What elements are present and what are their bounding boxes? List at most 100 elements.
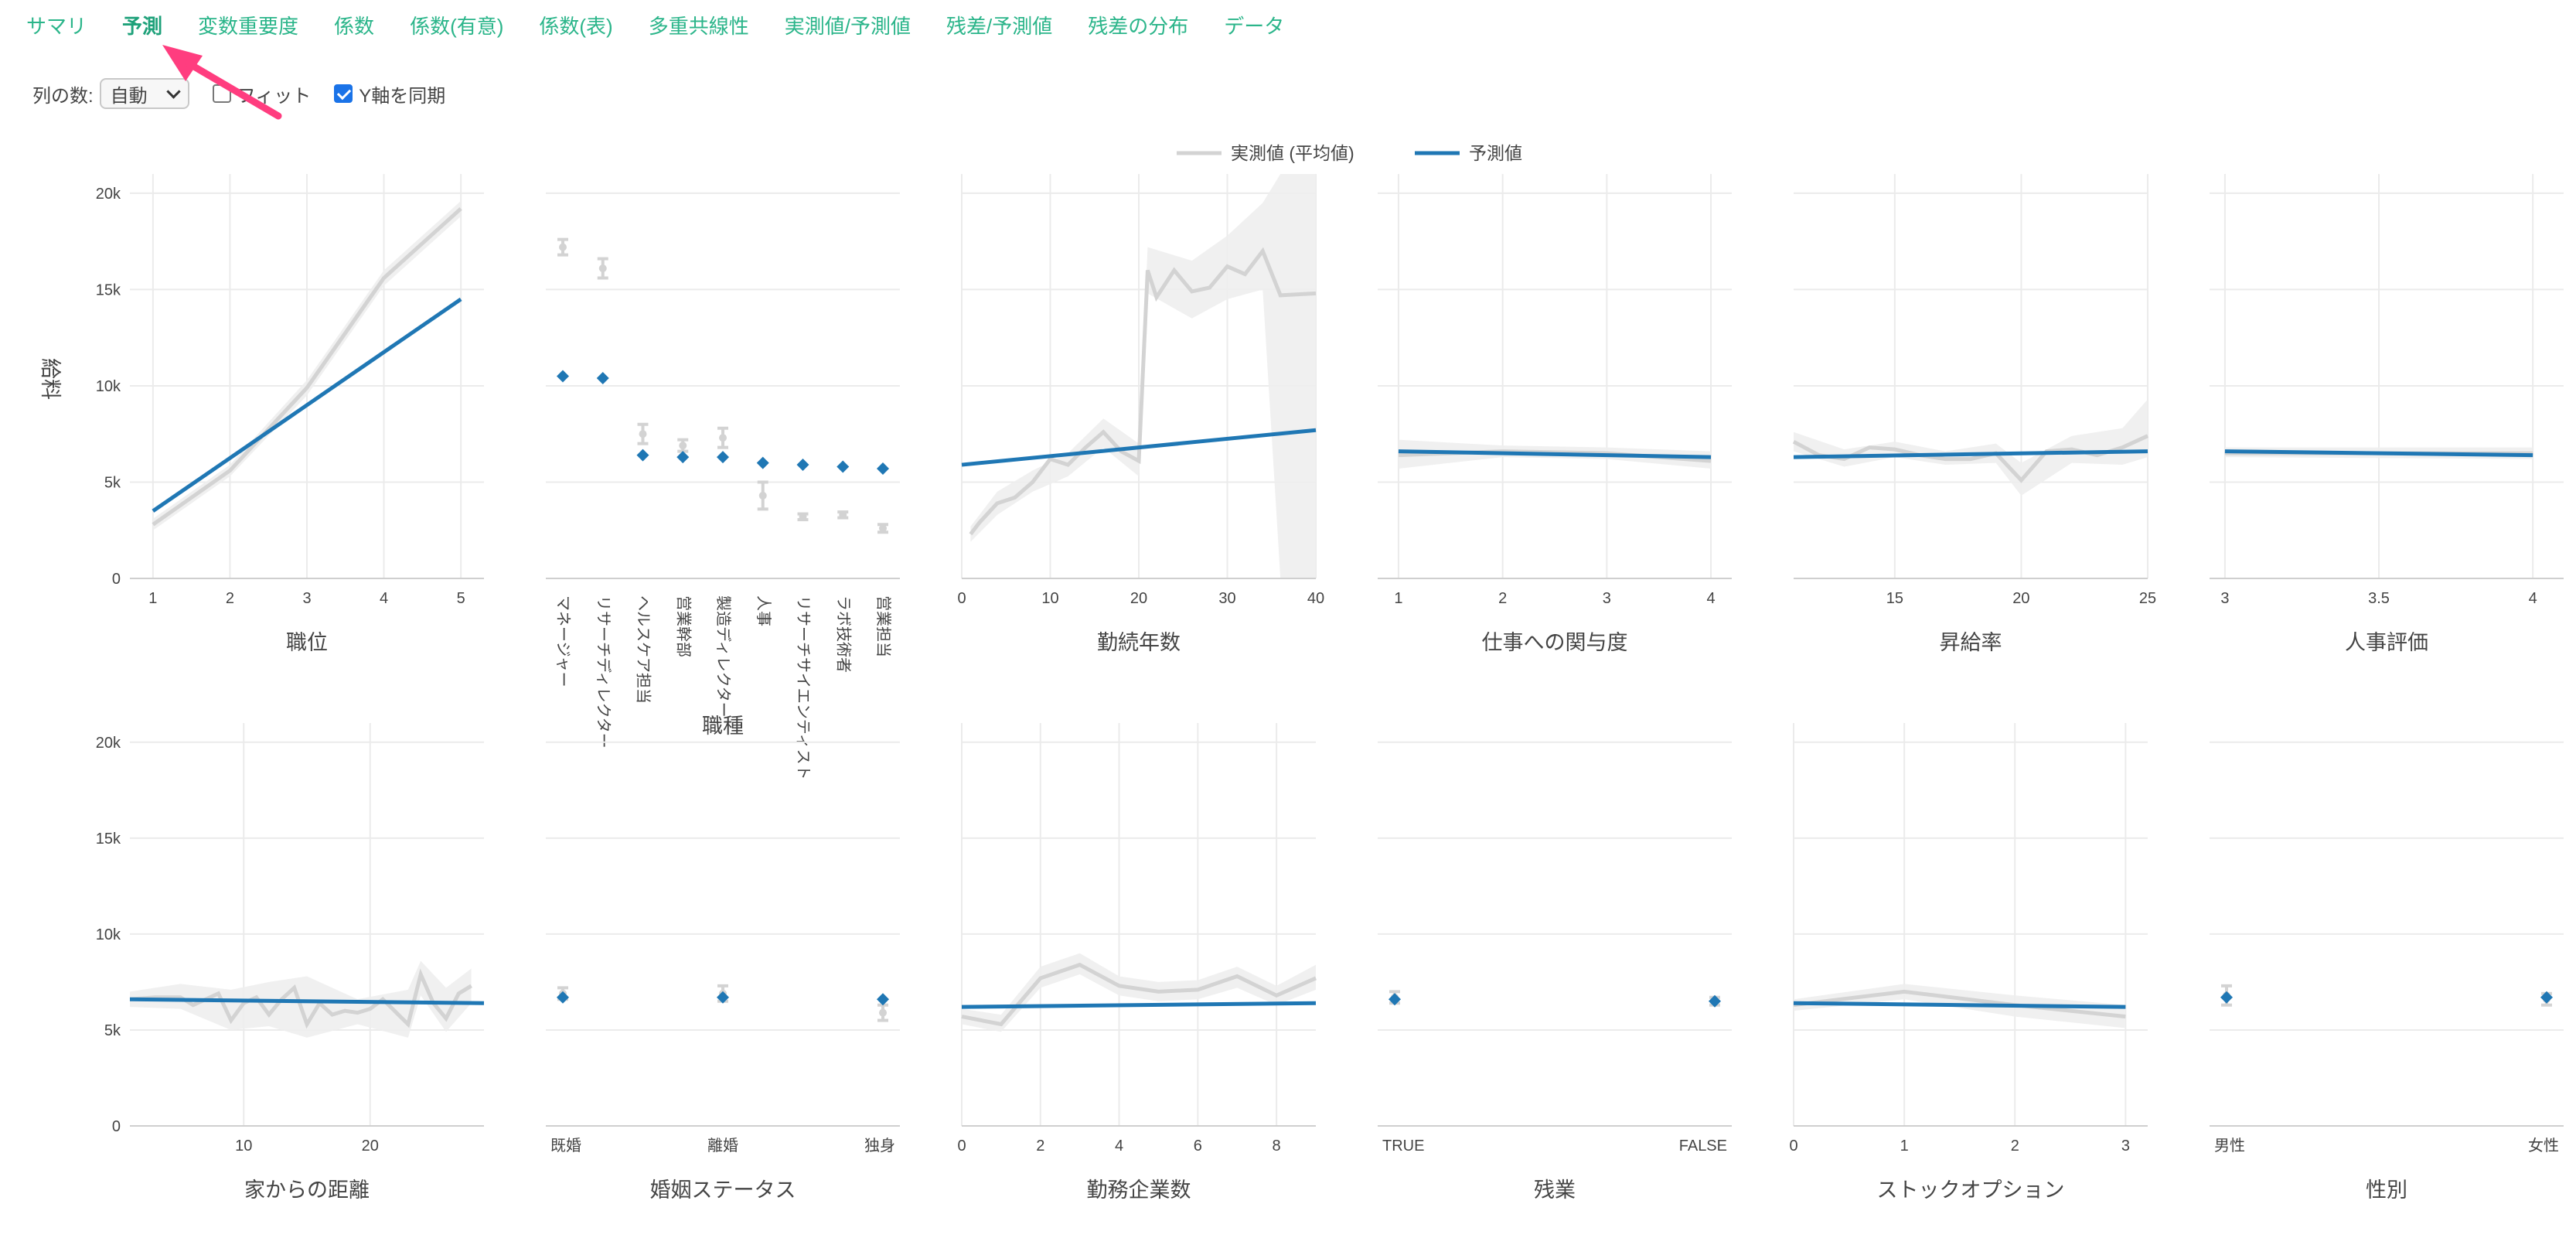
x-tick-label: 4 — [1115, 1138, 1123, 1155]
panel-title: 家からの距離 — [244, 1178, 370, 1202]
x-tick-label: 0 — [957, 590, 966, 607]
x-tick-label: 2 — [1498, 590, 1507, 607]
x-tick-label: 20 — [1130, 590, 1147, 607]
predicted-point — [1389, 993, 1401, 1006]
panel-title: 残業 — [1534, 1178, 1576, 1202]
tab-prediction[interactable]: 予測 — [122, 15, 163, 38]
panel-title: 勤続年数 — [1097, 631, 1181, 654]
confidence-band — [1794, 399, 2148, 496]
x-tick-label: 1 — [148, 590, 157, 607]
actual-point — [679, 442, 687, 450]
predicted-point — [676, 451, 690, 464]
predicted-point — [756, 456, 769, 469]
x-tick-label: 1 — [1394, 590, 1402, 607]
x-tick-label: 5 — [457, 590, 465, 607]
x-tick-label: 4 — [1706, 590, 1715, 607]
predicted-point — [2540, 991, 2553, 1004]
legend-actual-label: 実測値 (平均値) — [1231, 143, 1354, 163]
x-tick-label: 製造ディレクター — [714, 595, 732, 718]
y-tick-label: 20k — [96, 735, 121, 752]
x-tick-label: 40 — [1307, 590, 1324, 607]
x-tick-label: 30 — [1218, 590, 1235, 607]
x-tick-label: 20 — [362, 1138, 379, 1155]
y-tick-label: 15k — [96, 281, 121, 298]
sync-y-label: Y軸を同期 — [359, 85, 446, 107]
x-tick-label: FALSE — [1679, 1138, 1727, 1155]
predicted-line — [1793, 449, 2148, 459]
predicted-line — [152, 297, 462, 513]
tab-data[interactable]: データ — [1224, 15, 1285, 38]
arrow-shaft — [185, 60, 282, 120]
predicted-point — [2220, 991, 2233, 1004]
panel-title: ストックオプション — [1877, 1178, 2065, 1202]
sync-y-checkbox[interactable] — [334, 84, 353, 103]
tab-residual-distribution[interactable]: 残差の分布 — [1088, 15, 1189, 38]
panel-title: 職位 — [286, 631, 328, 654]
annotation-arrow — [162, 45, 282, 120]
x-tick-label: 独身 — [864, 1137, 895, 1155]
tab-coefficients-significant[interactable]: 係数(有意) — [410, 15, 504, 38]
predicted-point — [877, 993, 889, 1006]
columns-select[interactable]: 自動 — [99, 78, 189, 109]
predicted-point — [557, 991, 569, 1004]
y-tick-label: 10k — [96, 378, 121, 395]
actual-point — [839, 510, 847, 519]
panel-title: 勤務企業数 — [1087, 1178, 1191, 1202]
x-tick-label: ラボ技術者 — [834, 595, 852, 673]
actual-point — [879, 1008, 887, 1017]
predicted-point — [717, 991, 729, 1004]
predicted-line — [129, 997, 485, 1005]
panel-title: 人事評価 — [2345, 631, 2428, 654]
x-tick-label: 4 — [2529, 590, 2537, 607]
panel-title: 昇給率 — [1940, 631, 2002, 654]
x-tick-label: 既婚 — [550, 1137, 581, 1155]
panel-title: 仕事への関与度 — [1482, 631, 1628, 654]
y-tick-label: 0 — [112, 1118, 121, 1135]
x-tick-label: 0 — [1789, 1138, 1797, 1155]
x-tick-label: 離婚 — [707, 1137, 738, 1155]
x-tick-label: 3.5 — [2368, 590, 2390, 607]
y-tick-label: 5k — [104, 1022, 121, 1039]
x-tick-label: リサーチディレクター — [595, 595, 612, 749]
actual-point — [639, 430, 647, 438]
x-tick-label: 4 — [380, 590, 388, 607]
tab-summary[interactable]: サマリ — [26, 15, 87, 38]
tab-coefficients[interactable]: 係数 — [334, 15, 375, 38]
panel-title: 性別 — [2366, 1178, 2407, 1202]
x-tick-label: 3 — [2121, 1138, 2130, 1155]
actual-point — [758, 491, 767, 500]
predicted-point — [796, 459, 809, 472]
x-tick-label: リサーチサイエンティスト — [795, 595, 812, 780]
x-tick-label: 8 — [1273, 1138, 1281, 1155]
x-tick-label: 25 — [2139, 590, 2156, 607]
predicted-line — [1398, 449, 1712, 459]
actual-line — [961, 962, 1317, 1027]
predicted-line — [961, 1001, 1317, 1009]
y-tick-label: 0 — [112, 571, 121, 588]
actual-point — [598, 264, 607, 273]
x-tick-label: 15 — [1886, 590, 1903, 607]
x-tick-label: 営業担当 — [874, 595, 892, 657]
x-tick-label: 人事 — [755, 595, 772, 626]
actual-point — [799, 513, 807, 521]
x-tick-label: 1 — [1900, 1138, 1909, 1155]
tab-actual-vs-predicted[interactable]: 実測値/予測値 — [784, 15, 911, 38]
actual-line — [969, 247, 1317, 536]
x-tick-label: 3 — [302, 590, 311, 607]
x-tick-label: マネージャー — [554, 595, 571, 687]
predicted-point — [557, 370, 569, 383]
x-tick-label: 女性 — [2528, 1137, 2559, 1155]
tab-variable-importance[interactable]: 変数重要度 — [198, 15, 299, 38]
tab-coefficients-table[interactable]: 係数(表) — [539, 15, 613, 38]
sync-y-option[interactable]: Y軸を同期 — [334, 80, 445, 107]
predicted-point — [717, 451, 729, 464]
predicted-point — [596, 371, 609, 384]
x-tick-label: 2 — [1036, 1138, 1044, 1155]
x-tick-label: 6 — [1194, 1138, 1202, 1155]
tab-multicollinearity[interactable]: 多重共線性 — [648, 15, 749, 38]
nav-tabs: サマリ 予測 変数重要度 係数 係数(有意) 係数(表) 多重共線性 実測値/予… — [26, 11, 1320, 42]
actual-point — [879, 524, 887, 533]
columns-label: 列の数: — [32, 85, 94, 107]
tab-residual-vs-predicted[interactable]: 残差/予測値 — [946, 15, 1053, 38]
x-tick-label: 3 — [2220, 590, 2229, 607]
